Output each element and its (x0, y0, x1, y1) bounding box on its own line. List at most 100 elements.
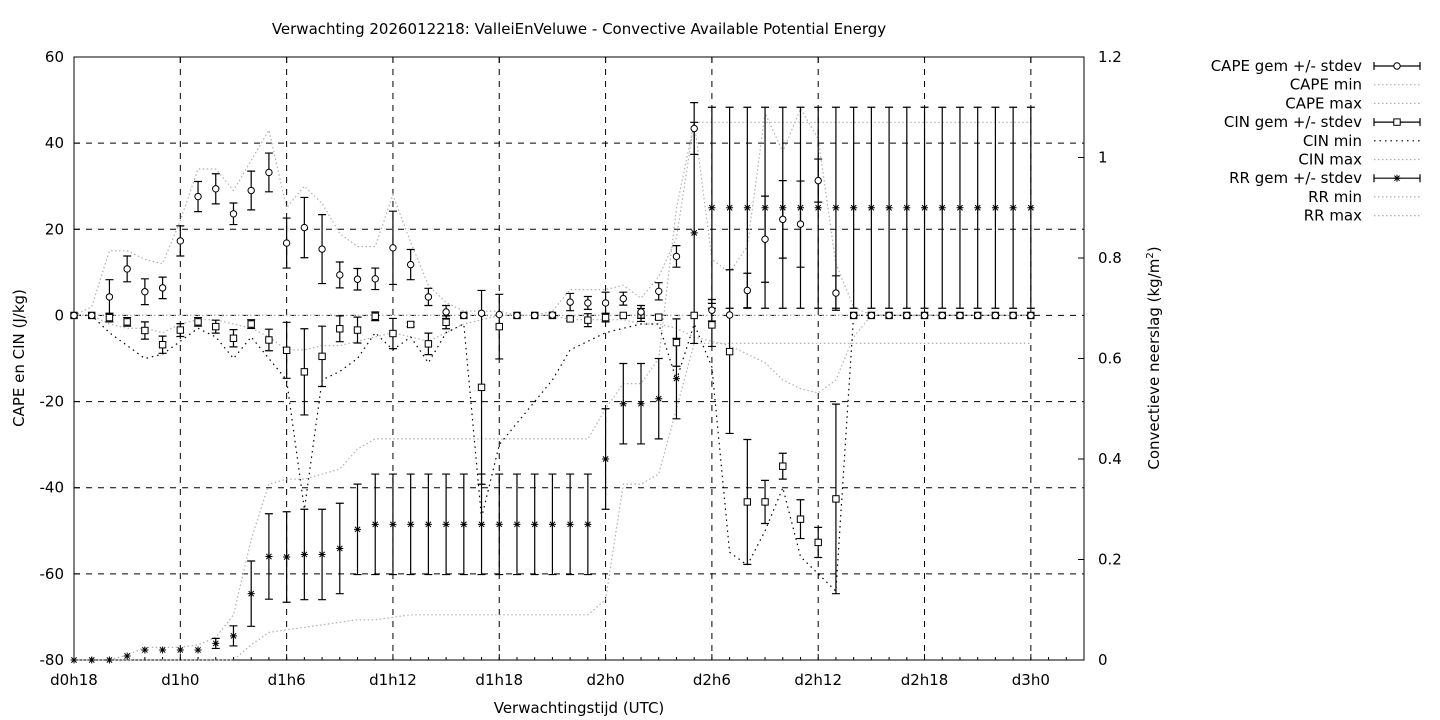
rr-mean-point (407, 520, 415, 528)
cin-mean-point (406, 320, 415, 329)
y-tick-label: 20 (45, 220, 64, 238)
rr-mean-point (850, 204, 858, 212)
series-layer (70, 102, 1035, 664)
rr-mean-point (247, 590, 255, 598)
rr-mean-point (495, 520, 503, 528)
cape-mean-point (353, 275, 362, 283)
y-tick-label: 60 (45, 48, 64, 66)
legend-label: CAPE max (1285, 94, 1362, 112)
cape-mean-point (105, 293, 114, 301)
cape-mean-point (212, 185, 220, 193)
cin-mean-point (442, 318, 450, 327)
y-tick-label: -20 (40, 393, 65, 411)
cape-mean-point (885, 311, 893, 320)
rr-mean-point (336, 544, 344, 552)
cape-mean-point (867, 311, 876, 320)
y-tick-label: 0 (54, 306, 64, 324)
rr-mean-point (672, 375, 680, 383)
rr-mean-point (159, 646, 167, 654)
cin-mean-point (796, 515, 805, 523)
chart-title: Verwachting 2026012218: ValleiEnVeluwe -… (272, 20, 886, 38)
y2-axis-label-sup: 2 (1145, 252, 1156, 258)
cin-mean-point (619, 311, 627, 320)
legend-label: CAPE min (1290, 76, 1362, 94)
cape-mean-point (548, 311, 557, 319)
cin-mean-point (389, 329, 397, 338)
rr-mean-point (726, 204, 734, 212)
rr-mean-point (354, 525, 362, 533)
rr-mean-point (974, 204, 982, 212)
rr-mean-point (389, 520, 397, 528)
cape-mean-point (495, 310, 503, 319)
cin-mean-point (158, 341, 167, 349)
cape-mean-point (318, 245, 326, 253)
cin-mean-point (194, 318, 202, 326)
cin-mean-point (123, 318, 131, 326)
cape-mean-point (1027, 311, 1035, 320)
rr-mean-point (921, 204, 929, 212)
cape-mean-point (513, 311, 521, 320)
cape-mean-point (141, 288, 149, 296)
cape-mean-point (779, 215, 787, 224)
cape-mean-point (566, 298, 574, 306)
y-axis-label: CAPE en CIN (J/kg) (10, 289, 28, 427)
rr-mean-point (141, 646, 149, 654)
cape-mean-point (938, 311, 946, 320)
cin-mean-point (566, 315, 574, 323)
rr-mean-point (956, 204, 964, 212)
cin-mean-point (424, 340, 433, 348)
rr-mean-point (70, 656, 78, 664)
legend-label: CIN max (1298, 151, 1362, 169)
rr-mean-point (318, 550, 326, 558)
cape-mean-point (903, 311, 911, 320)
cape-mean-point (690, 124, 698, 133)
rr-mean-point (903, 204, 911, 212)
cape-mean-point (725, 311, 734, 319)
legend-marker (1393, 62, 1401, 70)
rr-mean-point (513, 520, 521, 528)
cape-mean-point (672, 252, 681, 261)
cin-mean-point (336, 325, 344, 333)
cape-max-line (73, 107, 1031, 316)
x-axis-ticks: d0h18 d1h0 d1h6 d1h12 d1h18 d2h0 d2h6 d2h12 d2h1… (50, 57, 1085, 689)
rr-mean-point (584, 520, 592, 528)
rr-mean-point (442, 520, 450, 528)
grid (74, 57, 1084, 660)
legend-label: CIN min (1303, 132, 1362, 150)
x-tick-label: d1h0 (161, 671, 199, 689)
y2-tick-label: 0.6 (1098, 350, 1122, 368)
rr-min-line (74, 342, 1031, 661)
cin-mean-point (141, 326, 149, 335)
cape-mean-point (601, 299, 610, 307)
rr-mean-point (566, 520, 574, 528)
rr-mean-point (867, 204, 875, 212)
x-tick-label: d0h18 (50, 671, 98, 689)
cin-mean-point (229, 334, 238, 342)
cape-mean-point (158, 284, 167, 292)
cape-mean-point (956, 311, 964, 320)
cape-mean-point (336, 271, 344, 279)
cin-mean-point (761, 498, 769, 506)
cin-mean-point (601, 313, 610, 322)
cape-mean-point (194, 192, 202, 201)
rr-mean-point (212, 639, 220, 647)
rr-mean-point (743, 204, 751, 212)
cin-mean-point (176, 326, 185, 334)
cape-mean-point (460, 311, 468, 320)
rr-mean-point (1009, 204, 1017, 212)
rr-mean-point (548, 520, 556, 528)
rr-mean-point (637, 400, 645, 408)
rr-mean-point (690, 229, 698, 237)
x-tick-label: d3h0 (1012, 671, 1050, 689)
legend-label: RR gem +/- stdev (1229, 169, 1362, 187)
cin-mean-point (371, 312, 379, 320)
rr-mean-point (371, 520, 379, 528)
x-tick-label: d1h6 (268, 671, 306, 689)
x-tick-label: d2h0 (587, 671, 625, 689)
cin-mean-point (212, 322, 220, 331)
cape-mean-point (761, 235, 769, 243)
cape-mean-point (584, 299, 592, 307)
cin-mean-point (672, 338, 681, 347)
